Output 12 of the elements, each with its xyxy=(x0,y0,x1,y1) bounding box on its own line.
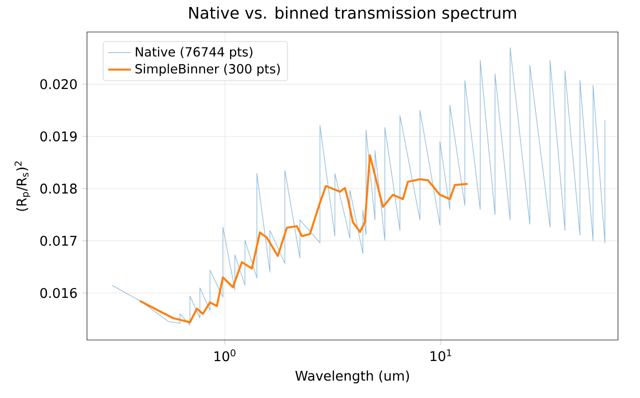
x-axis-title: Wavelength (um) xyxy=(295,370,409,384)
chart-title: Native vs. binned transmission spectrum xyxy=(189,6,516,22)
y-tick-label: 0.016 xyxy=(40,288,77,298)
y-tick-label: 0.017 xyxy=(40,236,76,246)
y-axis-title: (R$_{p}$/R$_{s}$)$^{2}$ xyxy=(14,162,30,211)
y-tick-label: 0.018 xyxy=(40,184,77,194)
x-tick-label: 10$^{0}$ xyxy=(214,349,236,362)
y-tick-label: 0.020 xyxy=(40,79,77,90)
y-tick-label: 0.019 xyxy=(40,131,77,142)
legend-label: SimpleBinner (300 pts) xyxy=(135,64,280,76)
legend-label: Native (76744 pts) xyxy=(136,46,252,60)
x-tick-label: 10$^{1}$ xyxy=(430,349,452,362)
